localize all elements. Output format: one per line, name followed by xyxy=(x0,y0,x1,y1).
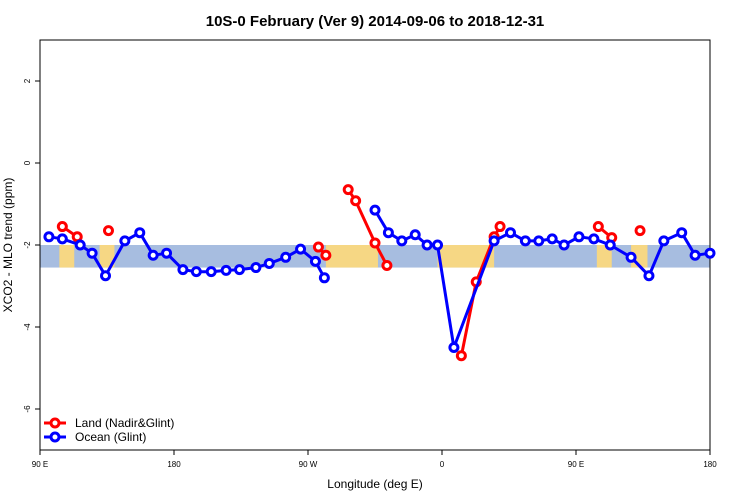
y-axis-label: XCO2 - MLO trend (ppm) xyxy=(1,178,15,313)
data-point xyxy=(604,239,616,251)
land-patch xyxy=(99,245,115,268)
data-point xyxy=(134,227,146,239)
data-point xyxy=(220,264,232,276)
data-point xyxy=(382,227,394,239)
y-tick-label: 0 xyxy=(23,160,32,165)
land-patch xyxy=(325,245,378,268)
data-point xyxy=(312,241,324,253)
data-point xyxy=(396,235,408,247)
legend-label: Ocean (Glint) xyxy=(75,430,146,444)
series-ocean xyxy=(43,204,716,353)
x-axis: 90 E 180 90 W 0 90 E 180 xyxy=(32,450,717,469)
data-point xyxy=(309,255,321,267)
data-point xyxy=(658,235,670,247)
data-point xyxy=(409,229,421,241)
data-point xyxy=(689,249,701,261)
legend-marker xyxy=(49,417,61,429)
data-point xyxy=(205,266,217,278)
data-point xyxy=(588,233,600,245)
data-point xyxy=(519,235,531,247)
series-line xyxy=(373,209,711,349)
data-point xyxy=(147,249,159,261)
land-patch xyxy=(437,245,495,268)
data-point xyxy=(369,237,381,249)
data-point xyxy=(250,262,262,274)
legend-label: Land (Nadir&Glint) xyxy=(75,416,174,430)
x-tick-label: 180 xyxy=(703,460,717,469)
data-point xyxy=(177,264,189,276)
y-tick-label: -2 xyxy=(23,241,32,249)
data-point xyxy=(704,247,716,259)
land-patch xyxy=(59,245,75,268)
x-tick-label: 90 E xyxy=(568,460,584,469)
data-point xyxy=(56,233,68,245)
legend: Land (Nadir&Glint)Ocean (Glint) xyxy=(44,416,174,444)
data-point xyxy=(455,350,467,362)
data-point xyxy=(676,227,688,239)
data-point xyxy=(634,225,646,237)
x-tick-label: 90 W xyxy=(299,460,318,469)
data-point xyxy=(342,184,354,196)
data-point xyxy=(643,270,655,282)
chart-title: 10S-0 February (Ver 9) 2014-09-06 to 201… xyxy=(206,13,545,30)
data-point xyxy=(494,221,506,233)
y-tick-label: -4 xyxy=(23,323,32,331)
series-land xyxy=(56,184,646,362)
data-point xyxy=(190,266,202,278)
data-point xyxy=(119,235,131,247)
y-tick-label: -6 xyxy=(23,405,32,413)
data-point xyxy=(369,204,381,216)
data-point xyxy=(488,235,500,247)
x-tick-label: 0 xyxy=(440,460,445,469)
data-point xyxy=(318,272,330,284)
y-tick-label: 2 xyxy=(23,78,32,83)
data-point xyxy=(86,247,98,259)
data-point xyxy=(161,247,173,259)
data-point xyxy=(504,227,516,239)
data-point xyxy=(234,264,246,276)
data-point xyxy=(43,231,55,243)
data-point xyxy=(56,221,68,233)
data-point xyxy=(295,243,307,255)
legend-marker xyxy=(49,431,61,443)
series-line xyxy=(459,225,502,356)
series-line xyxy=(346,188,389,267)
data-point xyxy=(350,195,362,207)
data-point xyxy=(100,270,112,282)
x-tick-label: 90 E xyxy=(32,460,48,469)
data-point xyxy=(546,233,558,245)
data-point xyxy=(558,239,570,251)
data-point xyxy=(74,239,86,251)
data-point xyxy=(102,225,114,237)
x-axis-label: Longitude (deg E) xyxy=(327,477,422,491)
data-point xyxy=(381,260,393,271)
x-tick-label: 180 xyxy=(167,460,181,469)
data-point xyxy=(573,231,585,243)
data-point xyxy=(592,221,604,233)
data-point xyxy=(280,251,292,263)
data-point xyxy=(448,342,460,353)
y-axis: 2 0 -2 -4 -6 xyxy=(23,78,40,413)
data-point xyxy=(432,239,444,251)
data-point xyxy=(421,239,433,251)
land-patch xyxy=(596,245,612,268)
data-point xyxy=(263,257,275,269)
data-point xyxy=(625,251,637,263)
data-point xyxy=(320,249,332,261)
series-layer xyxy=(43,184,716,362)
data-point xyxy=(533,235,545,247)
